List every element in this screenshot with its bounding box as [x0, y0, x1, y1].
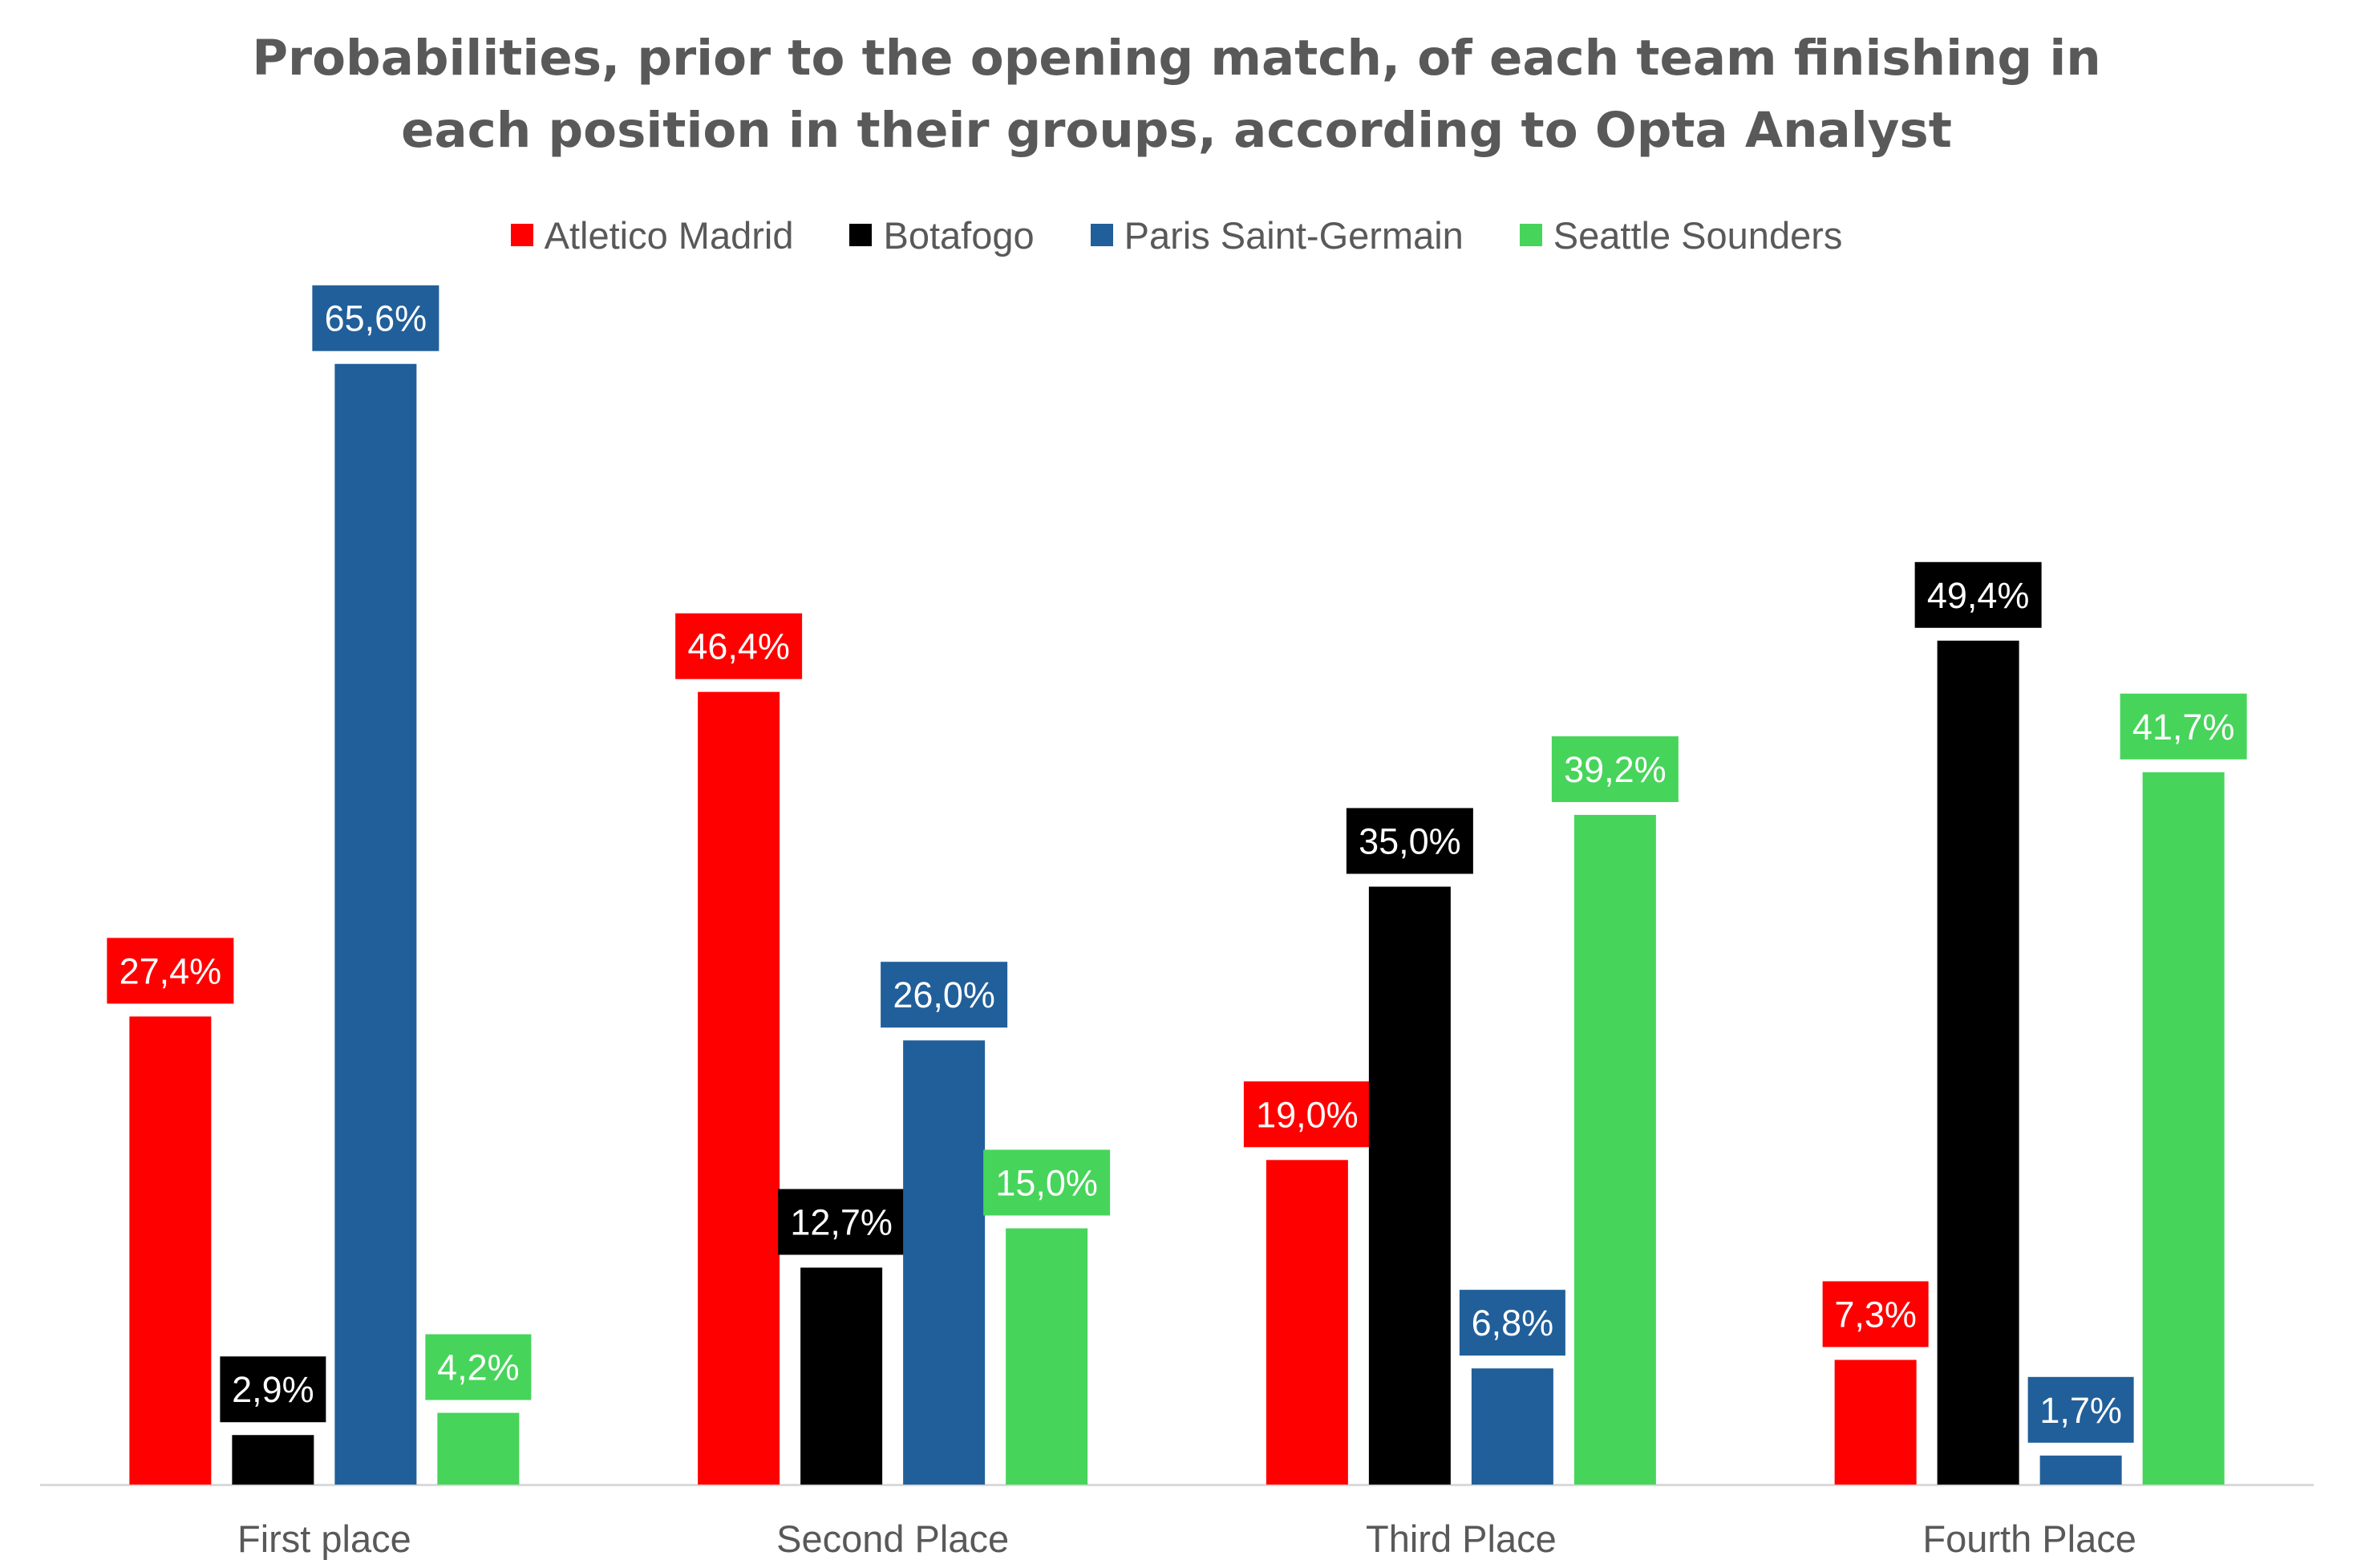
legend-label-paris-saint-germain: Paris Saint-Germain	[1124, 213, 1464, 257]
bar-seattle-sounders-first-place	[437, 1412, 520, 1485]
chart-title-line-2: each position in their groups, according…	[401, 102, 1952, 159]
legend-item-atletico-madrid: Atletico Madrid	[510, 213, 794, 257]
legend-swatch-paris-saint-germain	[1090, 224, 1113, 246]
legend-label-botafogo: Botafogo	[883, 213, 1035, 257]
legend-swatch-seattle-sounders	[1519, 224, 1542, 246]
data-label-box-paris-saint-germain-second-place	[881, 962, 1008, 1028]
bar-paris-saint-germain-fourth-place	[2039, 1455, 2122, 1485]
data-label-box-botafogo-first-place	[220, 1356, 326, 1423]
bar-botafogo-first-place	[232, 1435, 314, 1485]
legend-label-atletico-madrid: Atletico Madrid	[544, 213, 794, 257]
data-label-box-seattle-sounders-fourth-place	[2120, 693, 2247, 760]
legend-label-seattle-sounders: Seattle Sounders	[1553, 213, 1843, 257]
data-label-box-atletico-madrid-first-place	[107, 938, 234, 1004]
bar-seattle-sounders-second-place	[1006, 1228, 1088, 1485]
legend-item-paris-saint-germain: Paris Saint-Germain	[1090, 213, 1464, 257]
data-label-box-atletico-madrid-third-place	[1243, 1081, 1371, 1148]
data-label-seattle-sounders-third-place: 39,2%	[1564, 749, 1667, 790]
legend-swatch-botafogo	[849, 224, 873, 246]
data-label-atletico-madrid-fourth-place: 7,3%	[1834, 1295, 1917, 1335]
data-label-box-seattle-sounders-second-place	[983, 1149, 1111, 1216]
data-label-botafogo-third-place: 35,0%	[1359, 821, 1461, 862]
data-label-box-botafogo-fourth-place	[1914, 561, 2042, 628]
bar-paris-saint-germain-second-place	[903, 1040, 986, 1485]
data-label-box-paris-saint-germain-fourth-place	[2027, 1376, 2134, 1443]
data-label-botafogo-second-place: 12,7%	[790, 1201, 893, 1242]
bar-paris-saint-germain-third-place	[1471, 1368, 1553, 1485]
data-label-paris-saint-germain-fourth-place: 1,7%	[2039, 1390, 2122, 1431]
bar-botafogo-third-place	[1368, 886, 1451, 1485]
data-label-box-atletico-madrid-fourth-place	[1822, 1281, 1929, 1347]
bar-atletico-madrid-third-place	[1266, 1160, 1348, 1485]
data-label-box-botafogo-third-place	[1346, 808, 1473, 874]
data-label-atletico-madrid-first-place: 27,4%	[119, 950, 222, 991]
x-tick-label-first-place: First place	[237, 1517, 411, 1560]
data-label-atletico-madrid-second-place: 46,4%	[687, 626, 790, 667]
bar-atletico-madrid-fourth-place	[1834, 1359, 1917, 1485]
x-tick-label-second-place: Second Place	[776, 1517, 1009, 1560]
chart-title: Probabilities, prior to the opening matc…	[0, 22, 2353, 167]
bar-atletico-madrid-first-place	[129, 1016, 212, 1485]
data-label-botafogo-first-place: 2,9%	[232, 1369, 314, 1410]
bar-seattle-sounders-third-place	[1573, 815, 1656, 1485]
data-label-botafogo-fourth-place: 49,4%	[1927, 575, 2030, 616]
data-label-seattle-sounders-first-place: 4,2%	[437, 1347, 520, 1388]
legend-swatch-atletico-madrid	[510, 224, 533, 246]
bar-atletico-madrid-second-place	[698, 691, 780, 1485]
data-label-paris-saint-germain-third-place: 6,8%	[1472, 1303, 1554, 1343]
data-label-paris-saint-germain-second-place: 26,0%	[893, 974, 995, 1015]
data-label-box-botafogo-second-place	[778, 1189, 905, 1255]
bar-botafogo-second-place	[800, 1267, 883, 1485]
data-label-paris-saint-germain-first-place: 65,6%	[325, 298, 427, 339]
data-label-seattle-sounders-fourth-place: 41,7%	[2132, 707, 2235, 748]
bar-paris-saint-germain-first-place	[334, 363, 417, 1485]
legend-item-botafogo: Botafogo	[849, 213, 1035, 257]
data-label-box-seattle-sounders-third-place	[1551, 736, 1679, 803]
data-label-box-atletico-madrid-second-place	[675, 613, 803, 679]
x-tick-label-fourth-place: Fourth Place	[1922, 1517, 2136, 1560]
data-label-seattle-sounders-second-place: 15,0%	[995, 1163, 1098, 1204]
x-tick-label-third-place: Third Place	[1366, 1517, 1557, 1560]
data-label-box-paris-saint-germain-third-place	[1459, 1290, 1565, 1356]
data-label-box-paris-saint-germain-first-place	[312, 285, 439, 351]
bar-seattle-sounders-fourth-place	[2142, 772, 2225, 1485]
chart-legend: Atletico Madrid Botafogo Paris Saint-Ger…	[0, 207, 2353, 263]
bar-botafogo-fourth-place	[1937, 640, 2019, 1485]
legend-item-seattle-sounders: Seattle Sounders	[1519, 213, 1843, 257]
chart-title-line-1: Probabilities, prior to the opening matc…	[252, 30, 2101, 87]
data-label-box-seattle-sounders-first-place	[425, 1334, 532, 1400]
data-label-atletico-madrid-third-place: 19,0%	[1256, 1094, 1359, 1135]
